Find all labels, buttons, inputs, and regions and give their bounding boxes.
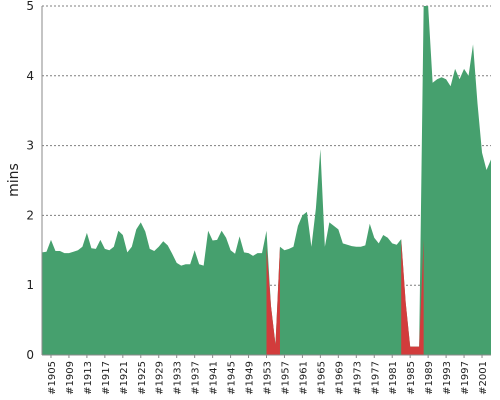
x-tick-label: #1993 <box>442 361 453 395</box>
highlight-dip <box>401 239 424 355</box>
x-tick-label: #1941 <box>209 361 220 395</box>
series-area <box>42 6 491 355</box>
y-tick-label: 5 <box>26 0 34 13</box>
x-tick-label: #1997 <box>460 361 471 395</box>
x-tick-label: #1981 <box>388 361 399 395</box>
x-tick-label: #1953 <box>263 361 274 395</box>
x-tick-label: #1909 <box>65 361 76 395</box>
x-tick-label: #1929 <box>155 361 166 395</box>
y-axis-title: mins <box>6 163 22 197</box>
y-tick-label: 4 <box>26 69 34 83</box>
y-tick-label: 3 <box>26 139 34 153</box>
x-tick-label: #1977 <box>370 361 381 395</box>
x-tick-label: #1905 <box>47 361 58 395</box>
x-tick-label: #1945 <box>227 361 238 395</box>
y-tick-label: 2 <box>26 208 34 222</box>
x-tick-label: #2001 <box>478 361 489 395</box>
x-tick-label: #1913 <box>83 361 94 395</box>
series-layer <box>42 6 491 355</box>
x-tick-label: #1989 <box>424 361 435 395</box>
x-tick-label: #1949 <box>245 361 256 395</box>
y-tick-label: 1 <box>26 278 34 292</box>
x-tick-label: #1973 <box>352 361 363 395</box>
x-tick-label: #1985 <box>406 361 417 395</box>
x-tick-label: #1961 <box>298 361 309 395</box>
x-tick-label: #1965 <box>316 361 327 395</box>
x-tick-label: #1921 <box>119 361 130 395</box>
y-tick-label: 0 <box>26 348 34 362</box>
x-tick-label: #1917 <box>101 361 112 395</box>
x-tick-label: #1925 <box>137 361 148 395</box>
highlight-dip <box>266 246 280 355</box>
x-tick-label: #1957 <box>280 361 291 395</box>
x-tick-label: #1937 <box>191 361 202 395</box>
axis-layer: 0 1 2 3 4 5 #1905 #1909 #1913 #1917 #1921 #1925 #192… <box>26 0 491 395</box>
x-tick-label: #1933 <box>173 361 184 395</box>
x-tick-label: #1969 <box>334 361 345 395</box>
